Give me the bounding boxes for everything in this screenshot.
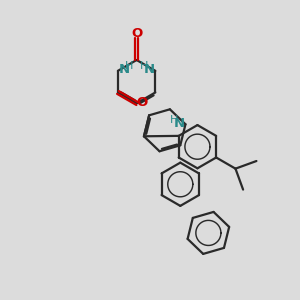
Text: O: O (136, 96, 147, 109)
Text: O: O (131, 27, 142, 40)
Text: N: N (118, 63, 129, 76)
Text: H: H (170, 116, 178, 125)
Text: H: H (140, 61, 148, 71)
Text: N: N (144, 63, 155, 76)
Text: N: N (174, 117, 185, 130)
Text: H: H (125, 61, 134, 71)
